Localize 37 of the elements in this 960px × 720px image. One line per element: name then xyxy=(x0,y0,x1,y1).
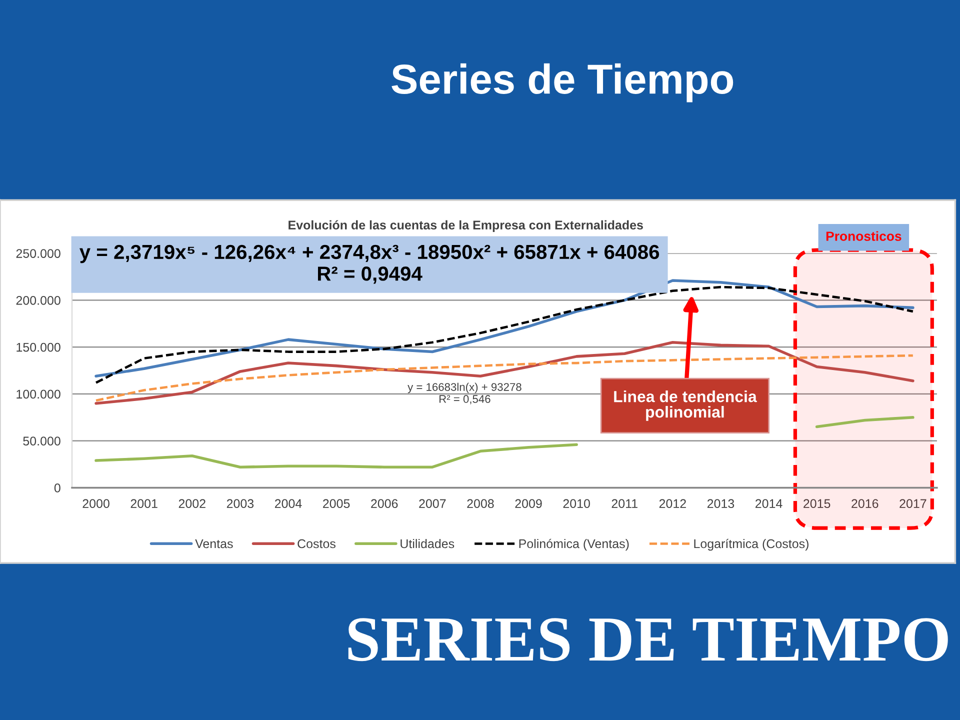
x-tick-label: 2009 xyxy=(515,499,542,508)
line-series xyxy=(94,340,914,405)
x-tick-label: 2010 xyxy=(563,499,590,508)
legend-label: Costos xyxy=(298,539,336,548)
legend-label: Logarítmica (Costos) xyxy=(694,538,808,551)
x-tick-label: 2013 xyxy=(707,499,734,508)
x-tick-label: 2002 xyxy=(178,499,206,508)
y-tick-label: 50.000 xyxy=(23,436,60,446)
x-tick-label: 2016 xyxy=(852,499,878,508)
x-tick-label: 2012 xyxy=(659,499,686,508)
y-tick-label: 0 xyxy=(54,484,60,492)
y-tick-label: 150.000 xyxy=(16,342,60,352)
band-label: Pronosticos xyxy=(826,231,902,241)
x-tick-label: 2007 xyxy=(419,499,446,508)
legend-label: Ventas xyxy=(195,539,233,548)
annotation: y = 16683ln(x) + 93278 R² = 0,546 xyxy=(408,382,522,404)
text: SERIES DE TIEMPO xyxy=(348,618,948,662)
legend-label: Polinómica (Ventas) xyxy=(519,538,629,551)
y-tick-label: 200.000 xyxy=(16,296,60,305)
x-tick-label: 2005 xyxy=(323,499,350,508)
x-tick-label: 2015 xyxy=(804,499,830,508)
x-tick-label: 2006 xyxy=(371,499,398,508)
x-tick-label: 2001 xyxy=(130,499,158,508)
chart-subtitle: Evolución de las cuentas de la Empresa con Externalidades xyxy=(288,220,643,232)
x-tick-label: 2008 xyxy=(467,499,494,508)
y-tick-label: 100.000 xyxy=(16,390,60,399)
x-tick-label: 2011 xyxy=(612,499,638,508)
x-tick-label: 2003 xyxy=(226,499,254,508)
annotation: y = 2,3719x⁵ - 126,26x⁴ + 2374,8x³ - 18950x² + 65871x + 64086 R² = 0,9494 xyxy=(80,244,660,284)
legend-label: Utilidades xyxy=(400,538,454,548)
x-tick-label: 2014 xyxy=(756,499,782,508)
annotation: Linea de tendencia polinomial xyxy=(614,390,757,421)
x-tick-label: 2017 xyxy=(900,499,926,508)
y-tick-label: 250.000 xyxy=(16,249,60,258)
chart-title: Series de Tiempo xyxy=(392,63,734,102)
x-tick-label: 2000 xyxy=(82,499,110,508)
x-tick-label: 2004 xyxy=(274,499,302,508)
